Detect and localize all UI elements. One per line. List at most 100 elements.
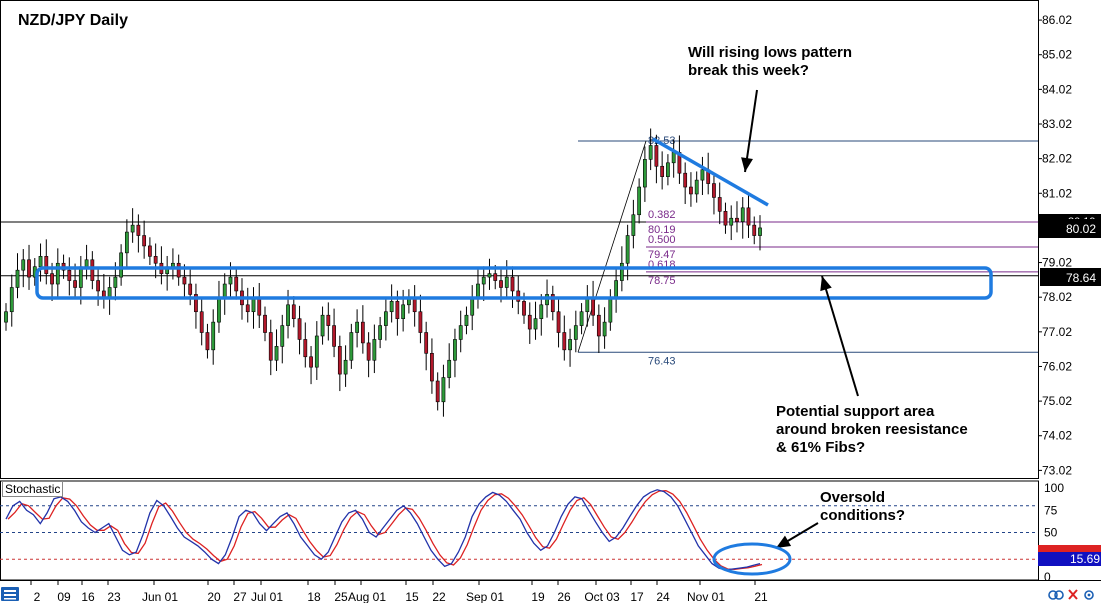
candle-body	[608, 297, 613, 323]
candle-body	[602, 321, 607, 337]
oscillator-tick-label: 0	[1044, 570, 1051, 584]
candle-body	[274, 346, 279, 361]
candle-body	[234, 276, 239, 292]
candle-body	[539, 304, 544, 319]
candle-body	[9, 287, 14, 313]
candle-body	[527, 314, 532, 330]
fib-label: 79.47	[648, 249, 676, 261]
candle-body	[84, 259, 89, 268]
oscillator-value-bg	[1038, 545, 1101, 553]
candle-body	[268, 332, 273, 361]
price-label-current: 80.02	[1066, 222, 1096, 236]
candle-body	[562, 332, 567, 351]
fib-trend-line	[577, 140, 647, 353]
candle-body	[435, 380, 440, 403]
candle-body	[430, 353, 434, 382]
fib-label: 0.382	[648, 209, 676, 221]
x-tick-label: 17	[630, 590, 644, 603]
candle-body	[487, 273, 492, 278]
oscillator-tick-label: 50	[1044, 526, 1058, 540]
x-tick-label: 20	[207, 590, 221, 603]
candle-body	[263, 314, 267, 333]
fib-label: 78.75	[648, 275, 676, 287]
candle-body	[372, 339, 377, 361]
candle-body	[314, 335, 319, 368]
candle-body	[280, 325, 285, 347]
x-tick-label: Oct 03	[584, 590, 620, 603]
candle-body	[222, 283, 227, 299]
candle-body	[637, 186, 642, 216]
candle-body	[360, 321, 365, 344]
x-tick-label: 19	[531, 590, 545, 603]
candle-body	[418, 311, 423, 333]
oscillator-tick-label: 100	[1044, 481, 1064, 495]
candle-body	[700, 169, 705, 181]
price-panel-frame	[0, 0, 1039, 479]
candle-body	[113, 276, 118, 288]
fib-label: 0.500	[648, 234, 676, 246]
x-tick-label: 25	[334, 590, 348, 603]
candle-body	[142, 235, 147, 247]
x-tick-label: Sep 01	[466, 590, 504, 603]
candle-body	[320, 314, 325, 337]
x-tick-label: Aug 01	[348, 590, 386, 603]
x-tick-label: 24	[656, 590, 670, 603]
candle-body	[245, 304, 250, 313]
oscillator-value-bg	[1038, 552, 1101, 566]
x-tick-label: 16	[81, 590, 95, 603]
candle-body	[50, 273, 54, 285]
price-label-bg	[1040, 219, 1101, 237]
candle-body	[297, 318, 302, 340]
candle-body	[666, 162, 670, 177]
x-tick-label: Jun 01	[142, 590, 178, 603]
menu-icon[interactable]	[0, 585, 20, 603]
x-tick-label: 09	[57, 590, 71, 603]
candle-body	[211, 321, 216, 351]
arrow-bottom	[821, 275, 859, 397]
candle-body	[217, 297, 221, 323]
candle-body	[481, 276, 486, 285]
close-icon	[1068, 589, 1078, 600]
candle-body	[660, 165, 665, 177]
candle-body	[176, 262, 181, 278]
candle-body	[504, 276, 509, 288]
y-tick-label: 85.02	[1042, 48, 1072, 62]
oversold-ellipse	[712, 542, 792, 576]
candle-body	[556, 311, 561, 333]
toolbar-icons[interactable]	[1047, 585, 1097, 603]
candle-body	[740, 207, 745, 222]
candle-body	[78, 266, 83, 288]
y-tick-label: 77.02	[1042, 325, 1072, 339]
candle-body	[332, 325, 336, 347]
candle-body	[671, 152, 676, 164]
candle-body	[596, 314, 601, 337]
fib-label: 76.43	[648, 355, 676, 367]
candle-body	[573, 325, 578, 340]
candle-body	[257, 297, 262, 316]
candle-body	[343, 359, 348, 375]
candle-body	[499, 280, 503, 288]
candle-body	[447, 359, 452, 378]
candle-body	[15, 269, 20, 288]
oscillator-current-value: 15.69	[1070, 552, 1100, 566]
candle-body	[153, 256, 158, 264]
candle-body	[67, 269, 72, 281]
candle-body	[326, 314, 331, 326]
candle-body	[309, 356, 313, 368]
link-icon	[1048, 590, 1064, 600]
y-tick-label: 84.02	[1042, 82, 1072, 96]
candle-body	[458, 325, 463, 340]
x-tick-label: 26	[557, 590, 571, 603]
y-tick-label: 78.02	[1042, 290, 1072, 304]
candle-body	[579, 311, 584, 326]
arrow-bottom-head	[820, 276, 832, 292]
candle-body	[625, 235, 630, 264]
candle-body	[591, 297, 595, 316]
candle-body	[119, 252, 123, 278]
candle-body	[689, 186, 693, 195]
candle-body	[349, 332, 354, 361]
candle-body	[453, 339, 457, 361]
candle-body	[73, 280, 77, 288]
arrow-oversold-head	[776, 535, 792, 548]
